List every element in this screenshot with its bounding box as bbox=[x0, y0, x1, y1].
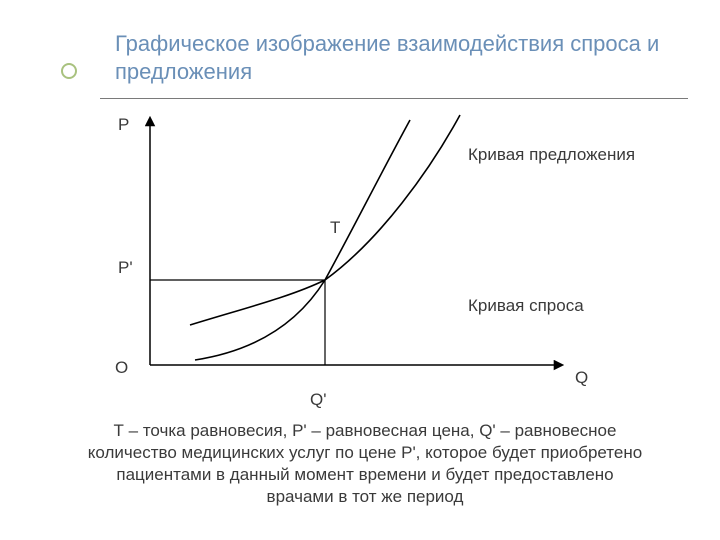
label-q-prime: Q' bbox=[310, 390, 326, 410]
label-demand: Кривая спроса bbox=[468, 296, 584, 316]
label-origin: O bbox=[115, 358, 128, 378]
slide: Графическое изображение взаимодействия с… bbox=[0, 0, 720, 540]
caption-text: Т – точка равновесия, Р' – равновесная ц… bbox=[85, 420, 645, 508]
label-supply: Кривая предложения bbox=[468, 145, 635, 165]
label-p: P bbox=[118, 115, 129, 135]
label-t: T bbox=[330, 218, 340, 238]
supply-curve bbox=[195, 120, 410, 360]
label-p-prime: P' bbox=[118, 258, 133, 278]
label-q: Q bbox=[575, 368, 588, 388]
